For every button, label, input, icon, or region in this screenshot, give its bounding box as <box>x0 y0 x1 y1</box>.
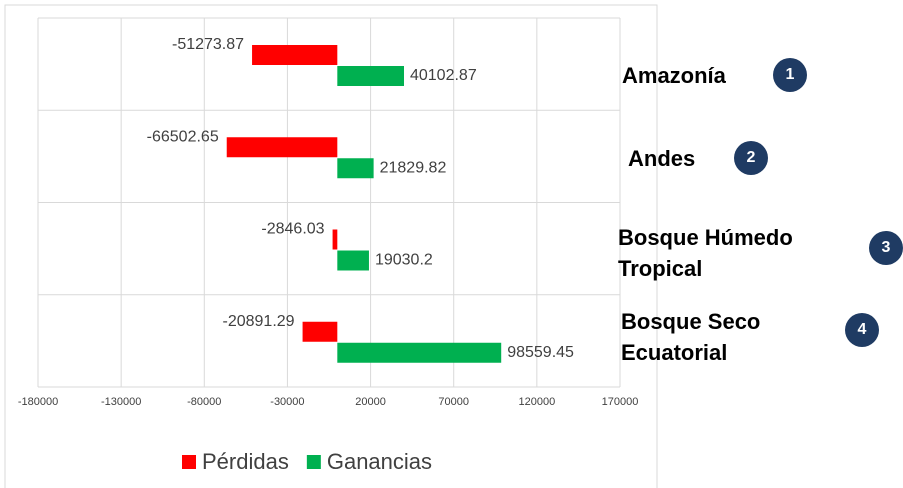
x-tick-label: 20000 <box>355 396 386 408</box>
bar <box>337 342 502 363</box>
bar <box>337 66 404 86</box>
x-tick-label: -180000 <box>18 396 58 408</box>
bar <box>332 229 338 250</box>
legend-swatch <box>182 455 196 469</box>
category-number: 4 <box>845 313 879 347</box>
bar <box>226 137 338 158</box>
bar <box>337 158 374 179</box>
data-label: -66502.65 <box>147 128 219 145</box>
category-number: 2 <box>734 141 768 175</box>
data-label: 21829.82 <box>380 159 447 176</box>
category-number: 3 <box>869 231 903 265</box>
category-label: Andes <box>628 146 696 171</box>
category-label: Bosque Húmedo Tropical <box>618 225 793 281</box>
bar <box>337 250 369 271</box>
category-label: Bosque Seco Ecuatorial <box>621 309 761 365</box>
x-tick-label: -130000 <box>101 396 141 408</box>
legend-label: Pérdidas <box>202 449 289 474</box>
data-label: -2846.03 <box>261 221 324 238</box>
bar <box>302 321 338 342</box>
x-tick-label: -30000 <box>270 396 304 408</box>
x-tick-label: 70000 <box>438 396 469 408</box>
data-label: -20891.29 <box>223 313 295 330</box>
category-label: Amazonía <box>622 63 726 88</box>
legend-swatch <box>306 455 321 469</box>
data-label: -51273.87 <box>172 36 244 53</box>
x-tick-label: 120000 <box>518 396 555 408</box>
bar <box>252 45 338 65</box>
x-tick-label: -80000 <box>187 396 221 408</box>
category-number: 1 <box>773 58 807 92</box>
x-tick-label: 170000 <box>602 396 639 408</box>
data-label: 19030.2 <box>375 252 433 269</box>
data-label: 98559.45 <box>507 344 574 361</box>
data-label: 40102.87 <box>410 67 477 84</box>
legend-label: Ganancias <box>327 449 432 474</box>
chart-frame <box>4 4 658 488</box>
